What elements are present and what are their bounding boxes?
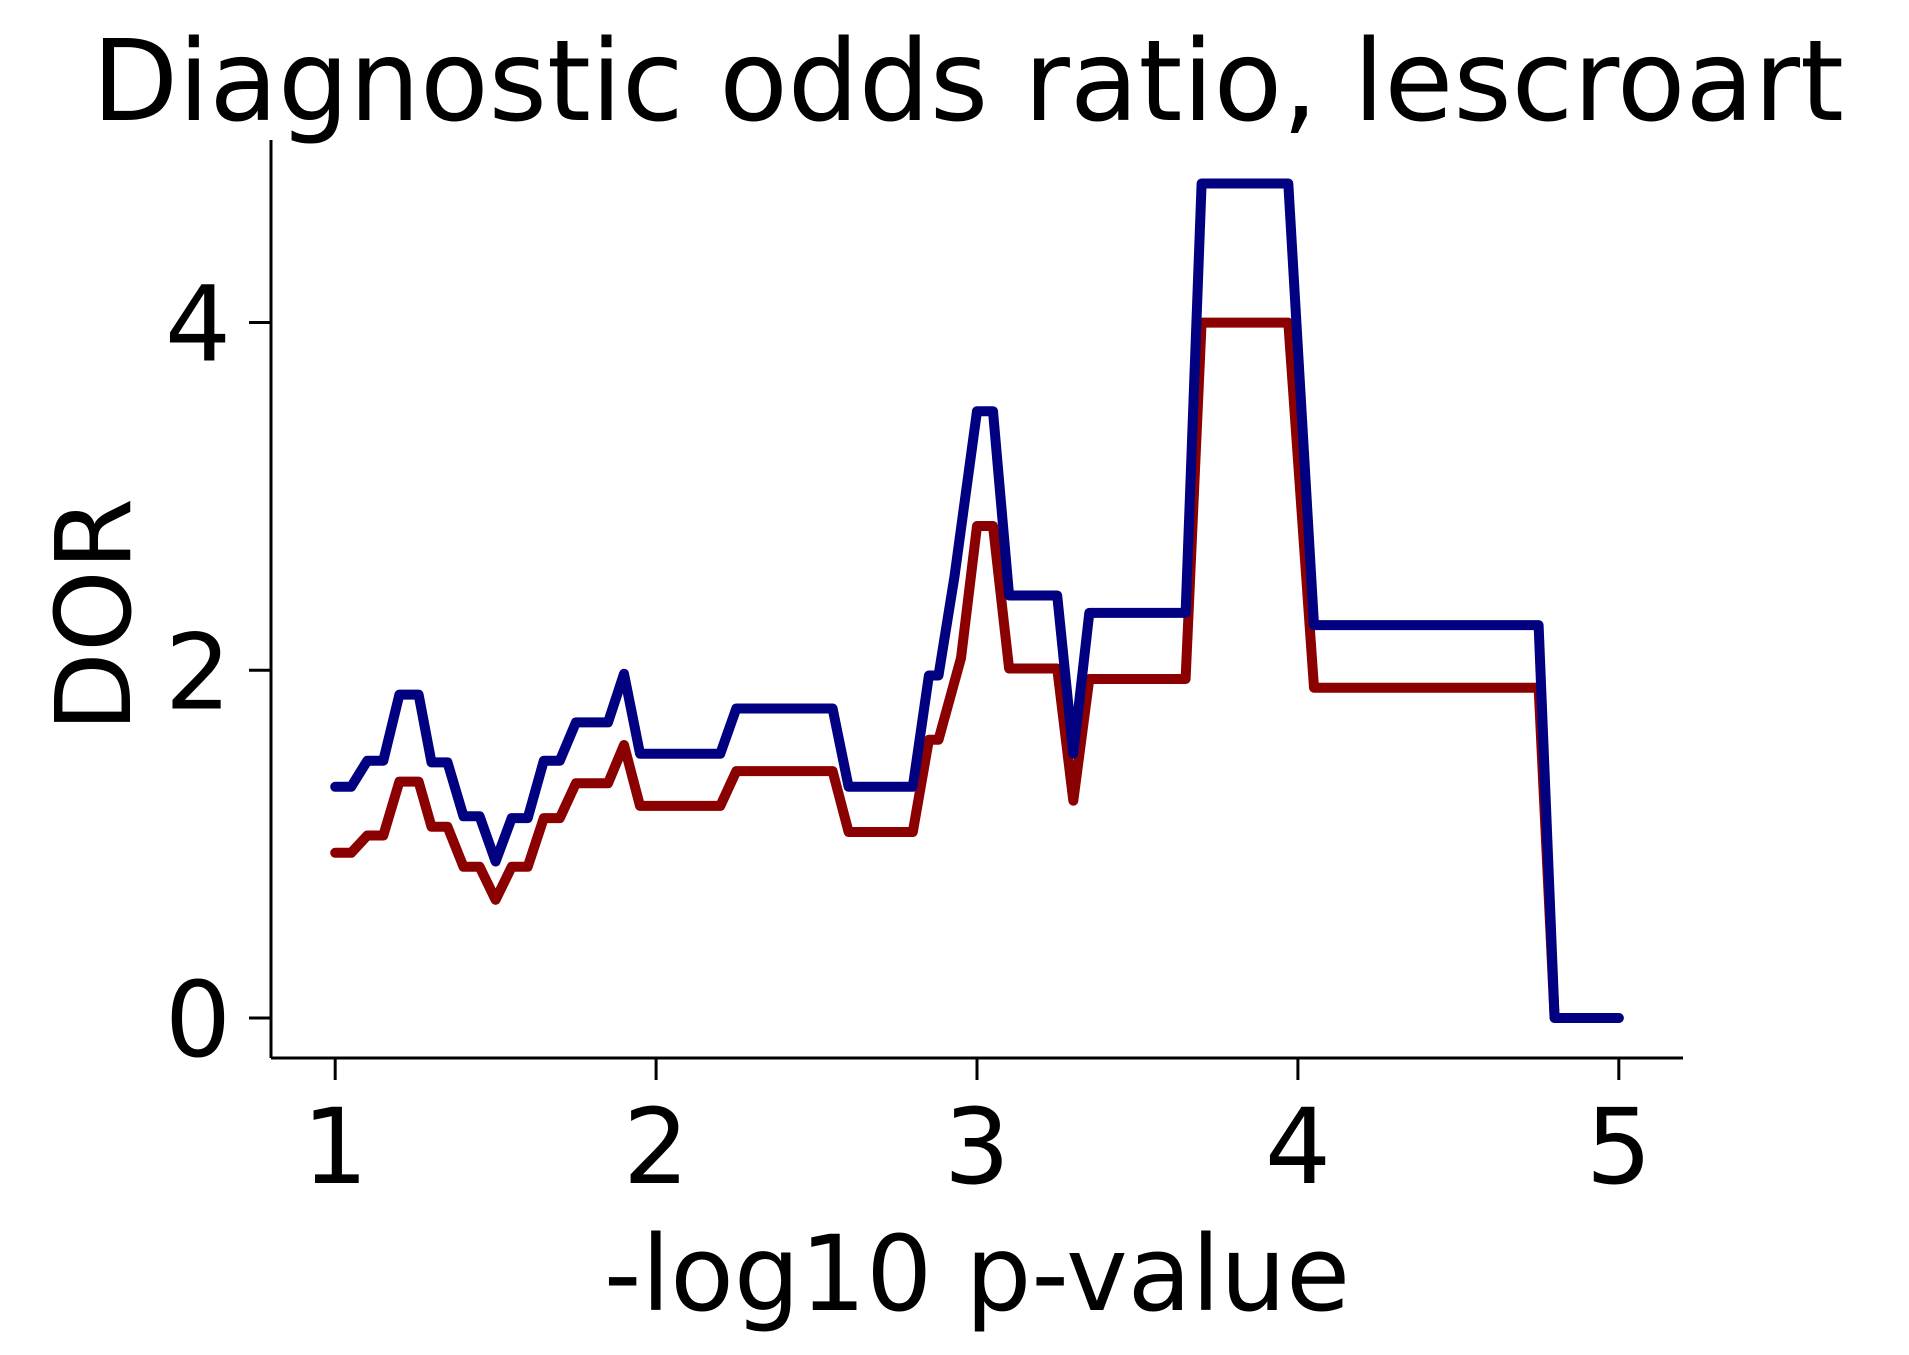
- x-tick-label: 4: [1265, 1086, 1331, 1208]
- x-axis-label: -log10 p-value: [604, 1213, 1350, 1335]
- y-axis-label: DOR: [33, 498, 155, 732]
- x-tick-label: 2: [623, 1086, 689, 1208]
- y-axis-ticks: 0 2 4: [165, 264, 271, 1081]
- y-tick-label: 4: [165, 264, 231, 386]
- x-tick-label: 3: [944, 1086, 1010, 1208]
- y-tick-label: 0: [165, 959, 231, 1081]
- x-tick-label: 1: [302, 1086, 368, 1208]
- x-tick-label: 5: [1586, 1086, 1652, 1208]
- x-axis-ticks: 1 2 3 4 5: [302, 1058, 1652, 1208]
- series-line-1: [330, 317, 1624, 1023]
- y-tick-label: 2: [165, 611, 231, 733]
- plot-area: [330, 178, 1624, 1023]
- series-line-2: [330, 178, 1624, 1023]
- chart-title: Diagnostic odds ratio, lescroart: [92, 17, 1844, 147]
